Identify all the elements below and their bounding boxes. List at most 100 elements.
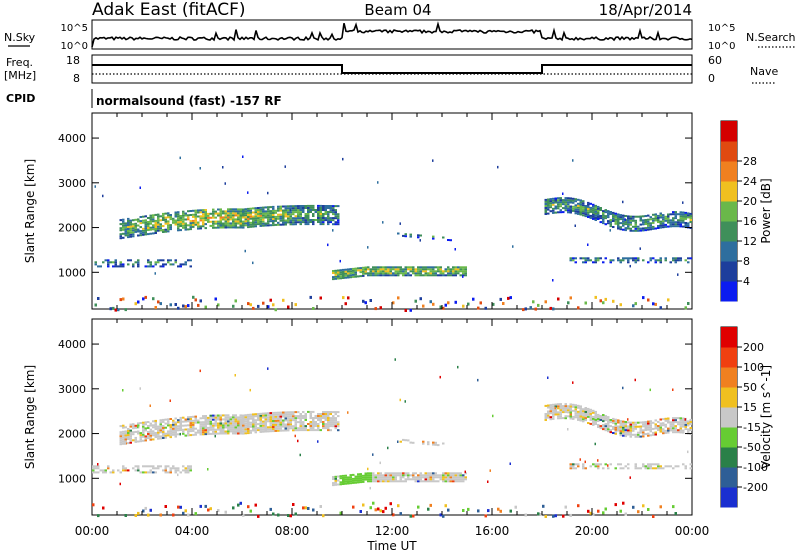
echo-cell <box>247 432 250 435</box>
echo-cell <box>209 426 212 429</box>
echo-cell <box>207 426 210 429</box>
echo-cell <box>224 430 227 433</box>
echo-cell <box>284 425 287 428</box>
echo-cell <box>559 417 562 420</box>
echo-cell <box>169 399 171 402</box>
echo-cell <box>422 304 425 308</box>
echo-cell <box>384 274 387 277</box>
echo-cell <box>382 270 385 273</box>
echo-cell <box>177 229 180 232</box>
echo-cell <box>254 215 257 218</box>
echo-cell <box>277 221 280 224</box>
echo-cell <box>629 229 632 232</box>
echo-cell <box>304 415 307 418</box>
echo-cell <box>332 476 335 479</box>
echo-cell <box>619 303 622 307</box>
echo-cell <box>322 223 325 226</box>
echo-cell <box>484 514 487 518</box>
echo-cell <box>229 428 232 431</box>
echo-cell <box>327 217 330 220</box>
echo-cell <box>419 478 422 481</box>
echo-cell <box>317 204 320 207</box>
echo-cell <box>569 197 572 200</box>
echo-cell <box>654 215 657 218</box>
echo-cell <box>677 417 680 420</box>
echo-cell <box>364 301 367 305</box>
echo-cell <box>592 423 595 426</box>
echo-cell <box>287 413 290 416</box>
echo-cell <box>212 418 215 421</box>
echo-cell <box>379 476 382 479</box>
echo-cell <box>667 421 670 424</box>
echo-cell <box>127 236 130 239</box>
echo-cell <box>129 229 132 232</box>
echo-cell <box>419 272 422 275</box>
echo-cell <box>159 302 162 306</box>
echo-cell <box>634 215 637 218</box>
echo-cell <box>367 268 370 271</box>
echo-cell <box>639 223 642 226</box>
echo-cell <box>317 425 320 428</box>
echo-cell <box>129 431 132 434</box>
echo-cell <box>337 421 340 424</box>
echo-cell <box>294 209 297 212</box>
echo-cell <box>152 226 155 229</box>
echo-cell <box>387 478 390 481</box>
echo-cell <box>592 261 595 264</box>
echo-cell <box>187 428 190 431</box>
echo-cell <box>319 215 322 218</box>
echo-cell <box>267 206 270 209</box>
echo-cell <box>289 215 292 218</box>
echo-cell <box>619 228 622 231</box>
echo-cell <box>359 267 362 270</box>
echo-cell <box>244 430 247 433</box>
echo-cell <box>259 424 262 427</box>
echo-cell <box>157 465 160 468</box>
echo-cell <box>244 424 247 427</box>
echo-cell <box>254 221 257 224</box>
echo-cell <box>142 465 145 468</box>
echo-cell <box>184 226 187 229</box>
echo-cell <box>234 432 237 435</box>
echo-cell <box>332 417 335 420</box>
echo-cell <box>162 437 165 440</box>
echo-cell <box>634 223 637 226</box>
echo-cell <box>397 296 400 300</box>
echo-cell <box>572 403 575 406</box>
echo-cell <box>144 231 147 234</box>
echo-cell <box>654 227 657 230</box>
echo-cell <box>387 270 390 273</box>
echo-cell <box>227 426 230 429</box>
echo-cell <box>624 431 627 434</box>
echo-cell <box>314 423 317 426</box>
echo-cell <box>97 467 100 470</box>
echo-cell <box>174 431 177 434</box>
echo-cell <box>212 216 215 219</box>
echo-cell <box>669 223 672 226</box>
echo-cell <box>442 472 445 475</box>
echo-cell <box>269 206 272 209</box>
echo-cell <box>352 275 355 278</box>
echo-cell <box>162 427 165 430</box>
echo-cell <box>282 298 285 302</box>
echo-cell <box>207 214 210 217</box>
echo-cell <box>254 425 257 428</box>
echo-cell <box>189 226 192 229</box>
echo-cell <box>677 221 680 224</box>
echo-cell <box>124 228 127 231</box>
y-tick-label: 4000 <box>58 132 86 145</box>
echo-cell <box>569 417 572 420</box>
echo-cell <box>647 226 650 229</box>
echo-cell <box>374 274 377 277</box>
echo-cell <box>572 257 575 260</box>
echo-cell <box>434 443 437 446</box>
echo-cell <box>362 478 365 481</box>
echo-cell <box>614 422 617 425</box>
echo-cell <box>624 512 627 516</box>
echo-cell <box>247 505 250 509</box>
echo-cell <box>177 217 180 220</box>
echo-cell <box>614 432 617 435</box>
echo-cell <box>407 472 410 475</box>
echo-cell <box>152 434 155 437</box>
echo-cell <box>457 474 460 477</box>
